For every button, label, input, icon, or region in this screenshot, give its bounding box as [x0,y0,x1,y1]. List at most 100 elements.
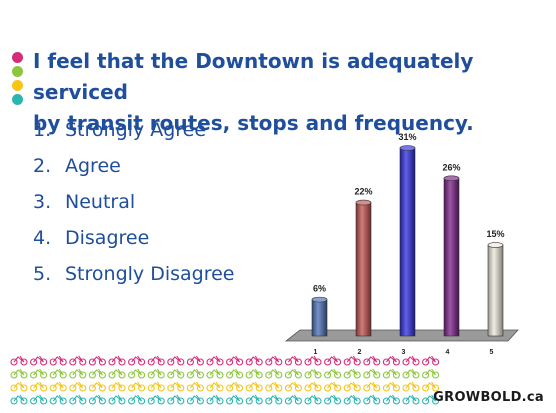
bar-5 [487,244,504,337]
bicycle-icon [284,355,302,366]
question-line-1: I feel that the Downtown is adequately s… [33,49,474,104]
bicycle-icon [128,394,146,405]
bicycle-icon [422,381,440,392]
option-agree: 2. Agree [33,148,234,184]
value-label-1: 6% [313,284,326,294]
option-label: Neutral [65,191,136,213]
bicycle-icon [265,381,283,392]
bicycle-icon [88,394,106,405]
bar-cap-5 [487,242,504,248]
answer-options: 1. Strongly Agree 2. Agree 3. Neutral 4. Dis… [33,112,234,292]
bicycle-icon [304,381,322,392]
bicycle-icon [245,381,263,392]
bicycle-icon [30,394,48,405]
bicycle-icon [108,394,126,405]
bicycle-icon [324,394,342,405]
bicycle-icon [343,355,361,366]
bicycle-icon [402,381,420,392]
bar-cap-3 [399,145,416,151]
bicycle-icon [363,381,381,392]
bicycle-icon [304,368,322,379]
bicycle-icon [10,355,28,366]
bar-2 [355,202,372,337]
bicycle-icon [88,368,106,379]
brand-logo-text: GROWBOLD.ca [433,390,544,405]
value-labels-group: 6% 22% 31% 26% 15% [313,132,505,294]
bicycle-icon [128,381,146,392]
bicycle-icon [167,381,185,392]
bullet-dots [12,52,26,108]
bicycle-icon [402,368,420,379]
value-label-4: 26% [442,162,460,172]
bicycle-icon [363,394,381,405]
bar-3 [399,147,416,337]
tick-label-1: 1 [314,349,318,356]
value-label-5: 15% [486,229,504,239]
option-number: 4. [33,227,52,249]
bicycle-icon [147,394,165,405]
bicycle-icon [284,368,302,379]
option-strongly-agree: 1. Strongly Agree [33,112,234,148]
bicycle-icon [284,381,302,392]
bicycle-icon [186,394,204,405]
bicycle-icon [30,381,48,392]
bicycle-icon [69,381,87,392]
bicycle-icon [363,355,381,366]
bicycle-icon [265,368,283,379]
bicycle-icon [226,394,244,405]
option-number: 2. [33,155,52,177]
bicycle-icon [343,368,361,379]
bicycle-icon [343,394,361,405]
question-line-2: by transit routes, stops and frequency. [33,111,474,135]
bicycle-icon [88,355,106,366]
option-label: Strongly Disagree [65,263,235,285]
question-title: I feel that the Downtown is adequately s… [33,46,545,139]
bicycle-pattern-icon [10,355,440,405]
bicycle-icon [402,394,420,405]
bicycle-icon [88,381,106,392]
bicycle-icon [69,394,87,405]
bicycle-icon [128,368,146,379]
bicycle-icon [324,381,342,392]
tick-label-4: 4 [446,349,450,356]
bicycle-icon [147,381,165,392]
bicycle-icon [30,368,48,379]
bicycle-icon [108,381,126,392]
bicycle-icon [245,368,263,379]
bicycle-icon [382,394,400,405]
pink-dot [12,52,23,63]
bicycle-icon [128,355,146,366]
bicycle-icon [265,394,283,405]
bicycle-icon [382,381,400,392]
bicycle-icon [49,355,67,366]
bicycle-icon [284,394,302,405]
bicycle-icon [382,355,400,366]
bicycle-icon [30,355,48,366]
tick-label-3: 3 [402,349,406,356]
bicycle-icon [69,368,87,379]
value-label-2: 22% [354,187,372,197]
bicycle-icon [49,368,67,379]
bar-cap-4 [443,175,460,182]
bicycle-icon [245,394,263,405]
bicycle-icon [167,394,185,405]
bicycle-icon [363,368,381,379]
bar-4 [443,178,460,337]
bicycle-icon [226,368,244,379]
bicycle-icon [10,368,28,379]
green-dot [12,66,23,77]
bicycle-icon [186,381,204,392]
bicycle-icon [108,355,126,366]
bar-cap-1 [311,296,328,303]
bicycle-icon [147,368,165,379]
option-strongly-disagree: 5. Strongly Disagree [33,256,234,292]
bicycle-icon [206,368,224,379]
bicycle-icon [206,381,224,392]
bicycle-icon [206,355,224,366]
bicycle-icon [186,355,204,366]
bicycle-icon [167,368,185,379]
bicycle-icon [382,368,400,379]
option-number: 1. [33,119,52,141]
bicycle-icon [10,381,28,392]
bicycle-icon [304,355,322,366]
